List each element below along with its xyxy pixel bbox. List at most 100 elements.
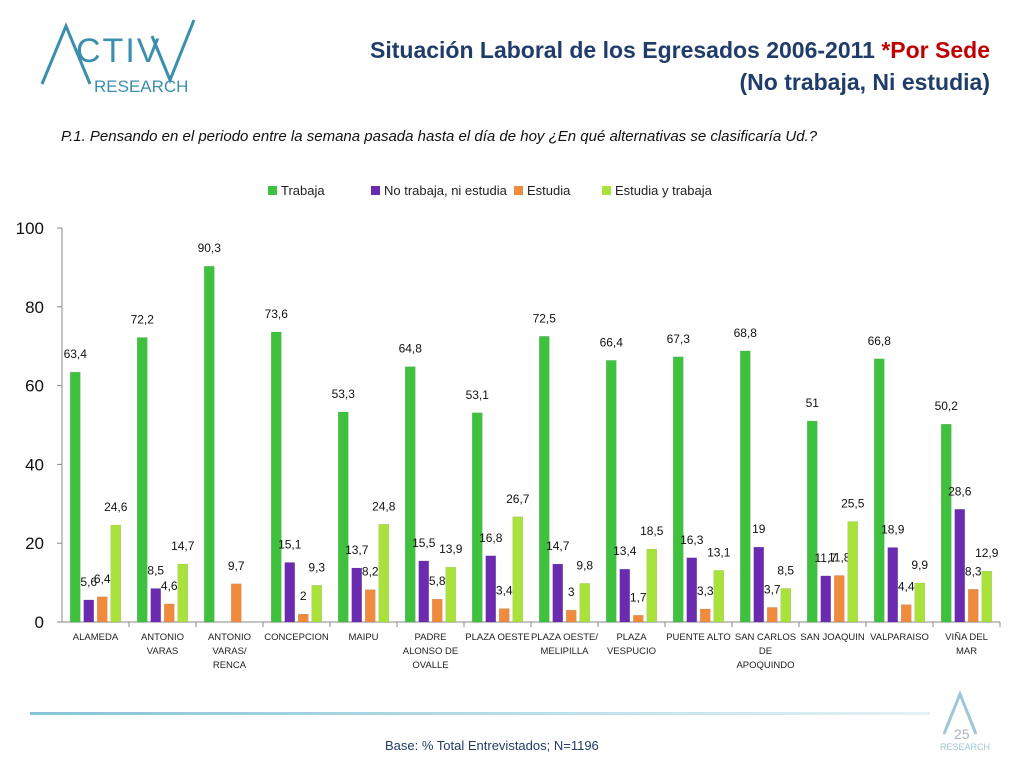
bar <box>887 547 898 623</box>
bar <box>606 360 617 623</box>
data-label: 64,8 <box>399 342 423 356</box>
data-label: 13,1 <box>707 545 731 559</box>
bar <box>914 582 925 623</box>
data-label: 8,3 <box>965 564 982 578</box>
data-label: 72,2 <box>131 313 155 327</box>
data-label: 9,8 <box>576 558 593 572</box>
data-label: 68,8 <box>734 326 758 340</box>
data-label: 90,3 <box>198 241 222 255</box>
data-label: 66,8 <box>868 334 892 348</box>
bar <box>97 596 108 623</box>
svg-text:CTIV: CTIV <box>76 32 161 70</box>
data-label: 51 <box>806 396 820 410</box>
data-label: 1,7 <box>630 590 647 604</box>
bar <box>579 583 590 623</box>
data-label: 8,5 <box>777 564 794 578</box>
bar <box>901 604 912 623</box>
bar <box>539 336 550 623</box>
y-tick-label: 60 <box>25 377 44 396</box>
bar <box>941 423 952 623</box>
x-tick-label: ALAMEDA <box>73 632 119 643</box>
bar <box>954 509 965 623</box>
bar <box>418 560 429 623</box>
bar <box>70 371 81 623</box>
data-label: 13,9 <box>439 542 463 556</box>
legend-swatch <box>602 186 611 195</box>
data-label: 8,2 <box>362 565 379 579</box>
bar <box>177 563 188 623</box>
x-tick-label: SAN CARLOS <box>735 632 796 643</box>
x-tick-label: VESPUCIO <box>607 646 656 657</box>
bar <box>150 588 161 623</box>
x-tick-label: PLAZA OESTE <box>465 632 529 643</box>
data-label: 14,7 <box>171 539 195 553</box>
x-tick-label: VARAS/ <box>212 646 247 657</box>
data-label: 53,1 <box>466 388 490 402</box>
bar <box>284 562 295 623</box>
bar <box>968 589 979 623</box>
bar <box>633 615 644 623</box>
x-tick-label: CONCEPCION <box>264 632 329 643</box>
data-label: 11,7 <box>815 551 838 565</box>
title-accent: *Por Sede <box>881 37 990 63</box>
bar <box>338 411 349 623</box>
bar <box>83 599 94 623</box>
bar <box>673 356 684 623</box>
data-label: 13,4 <box>613 544 637 558</box>
data-label: 5,8 <box>429 574 446 588</box>
bar <box>566 609 577 623</box>
data-label: 25,5 <box>841 497 865 511</box>
bar <box>485 555 496 623</box>
data-label: 3 <box>568 585 575 599</box>
data-label: 3,3 <box>697 584 714 598</box>
x-tick-label: PUENTE ALTO <box>666 632 731 643</box>
title-main: Situación Laboral de los Egresados 2006-… <box>370 37 875 63</box>
legend-swatch <box>268 186 277 195</box>
legend-swatch <box>514 186 523 195</box>
x-tick-label: ANTONIO <box>141 632 184 643</box>
data-label: 24,6 <box>104 500 128 514</box>
bar <box>847 521 858 623</box>
bar <box>753 546 764 623</box>
data-label: 26,7 <box>506 492 530 506</box>
data-label: 15,1 <box>278 538 302 552</box>
footer-base-note: Base: % Total Entrevistados; N=1196 <box>385 738 599 753</box>
legend-swatch <box>371 186 380 195</box>
bar <box>686 557 697 623</box>
data-label: 3,4 <box>496 584 513 598</box>
bar <box>231 583 242 623</box>
bar <box>807 420 818 623</box>
legend-label: Trabaja <box>281 183 325 198</box>
bar <box>780 588 791 623</box>
data-label: 24,8 <box>372 499 396 513</box>
bar <box>512 516 523 623</box>
x-tick-label: MAIPU <box>348 632 378 643</box>
x-tick-label: ANTONIO <box>208 632 251 643</box>
activa-research-logo: CTIV RESEARCH <box>40 19 196 96</box>
bar <box>874 358 885 623</box>
bar <box>298 613 309 623</box>
bar <box>472 412 483 623</box>
bar <box>432 598 443 623</box>
y-tick-label: 20 <box>25 534 44 553</box>
bar <box>646 548 657 623</box>
bar <box>767 607 778 623</box>
survey-question: P.1. Pensando en el periodo entre la sem… <box>61 128 818 145</box>
data-label: 13,7 <box>345 543 369 557</box>
svg-text:RESEARCH: RESEARCH <box>940 742 990 752</box>
bar <box>351 567 362 623</box>
data-label: 28,6 <box>948 484 972 498</box>
x-tick-label: APOQUINDO <box>736 660 794 671</box>
bar <box>820 575 831 623</box>
data-label: 14,7 <box>546 539 570 553</box>
x-tick-label: MELIPILLA <box>540 646 589 657</box>
data-label: 15,5 <box>412 536 436 550</box>
legend-label: Estudia y trabaja <box>615 183 713 198</box>
data-label: 63,4 <box>64 347 88 361</box>
bar <box>365 589 376 623</box>
x-tick-label: ALONSO DE <box>403 646 458 657</box>
x-tick-label: PADRE <box>414 632 446 643</box>
bar <box>445 566 456 623</box>
x-tick-label: OVALLE <box>412 660 448 671</box>
bar-chart: Trabaja No trabaja, ni estudia Estudia Estu… <box>16 183 1001 671</box>
